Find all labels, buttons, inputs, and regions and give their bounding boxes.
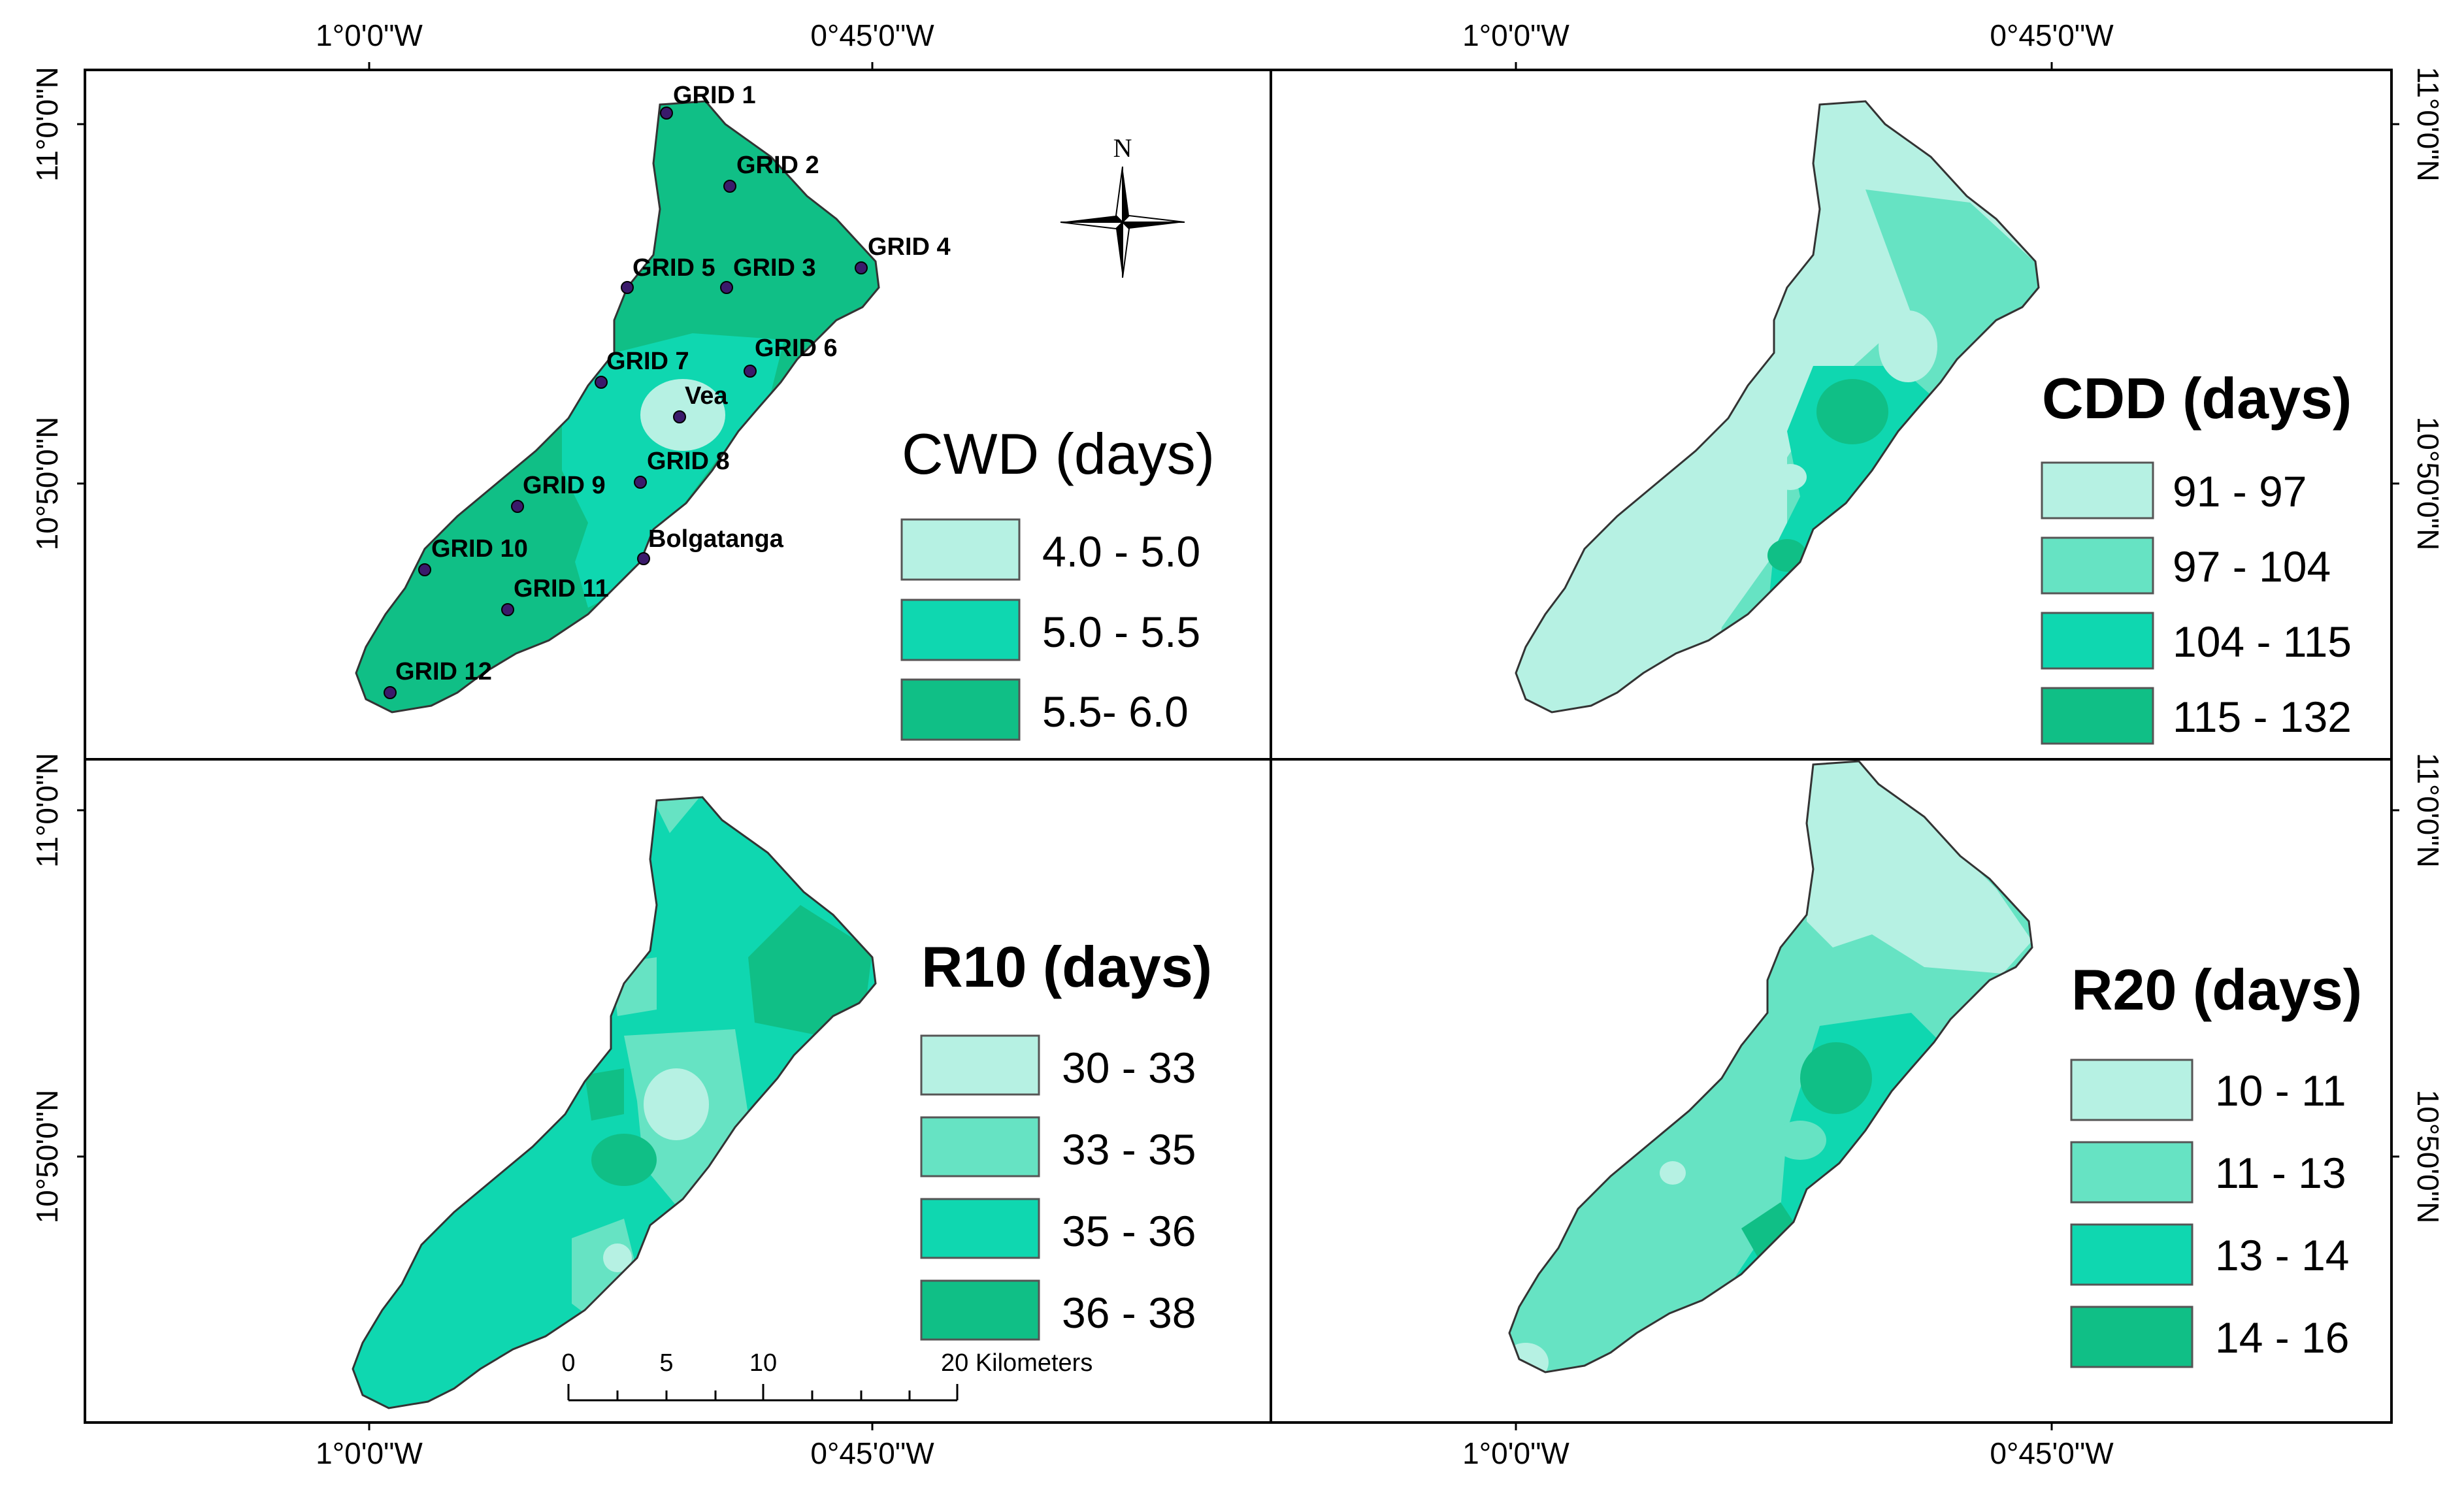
vea-label: Vea bbox=[685, 382, 728, 410]
grid-point-1 bbox=[660, 107, 673, 120]
legend-r20-swatch-2 bbox=[2070, 1141, 2193, 1204]
legend-cwd-swatch-3 bbox=[900, 678, 1021, 741]
scale-tick-0: 0 bbox=[561, 1349, 575, 1377]
grid-point-6 bbox=[744, 365, 757, 378]
coord-bottom-2: 0°45'0"W bbox=[810, 1436, 934, 1470]
grid-point-5 bbox=[621, 281, 634, 294]
grid-label-6: GRID 6 bbox=[755, 335, 838, 362]
grid-point-3 bbox=[720, 281, 733, 294]
grid-point-8 bbox=[634, 476, 647, 489]
legend-r20: R20 (days) 10 - 11 11 - 13 13 - 14 14 - … bbox=[2070, 957, 2362, 1368]
legend-cwd: CWD (days) 4.0 - 5.0 5.0 - 5.5 5.5- 6.0 bbox=[900, 421, 1215, 741]
north-arrow-icon: N bbox=[1060, 133, 1185, 278]
grid-point-7 bbox=[595, 376, 608, 389]
panel-r20-frame bbox=[1270, 758, 2393, 1424]
coord-left-1: 11°0'0"N bbox=[30, 67, 64, 182]
coord-top-4: 0°45'0"W bbox=[1990, 18, 2114, 52]
grid-label-5: GRID 5 bbox=[632, 254, 715, 282]
legend-cdd-swatch-4 bbox=[2041, 687, 2154, 745]
coord-left-3: 11°0'0"N bbox=[30, 753, 64, 868]
legend-cdd-title: CDD (days) bbox=[2042, 366, 2352, 431]
grid-label-3: GRID 3 bbox=[733, 254, 816, 282]
grid-label-10: GRID 10 bbox=[431, 535, 528, 563]
legend-cwd-swatch-2 bbox=[900, 599, 1021, 661]
bolgatanga-point bbox=[637, 552, 650, 565]
map-cwd bbox=[355, 100, 880, 714]
grid-point-4 bbox=[855, 261, 868, 274]
legend-r20-label-3: 13 - 14 bbox=[2215, 1231, 2349, 1279]
scale-bar: 0 5 10 20 Kilometers bbox=[561, 1349, 1092, 1402]
vea-point bbox=[673, 410, 686, 423]
coord-left-2: 10°50'0"N bbox=[30, 417, 64, 551]
legend-r20-swatch-4 bbox=[2070, 1306, 2193, 1368]
coord-top-1: 1°0'0"W bbox=[316, 18, 423, 52]
map-r10 bbox=[352, 796, 877, 1409]
legend-r10-label-1: 30 - 33 bbox=[1062, 1044, 1196, 1092]
bolgatanga-label: Bolgatanga bbox=[648, 525, 784, 553]
legend-r10: R10 (days) 30 - 33 33 - 35 35 - 36 36 - … bbox=[920, 934, 1212, 1341]
legend-cdd-swatch-2 bbox=[2041, 536, 2154, 595]
coord-bottom-1: 1°0'0"W bbox=[316, 1436, 423, 1470]
north-label: N bbox=[1113, 133, 1132, 163]
legend-r10-swatch-1 bbox=[920, 1034, 1040, 1096]
legend-cdd-label-1: 91 - 97 bbox=[2173, 467, 2307, 516]
coord-right-2: 10°50'0"N bbox=[2411, 417, 2445, 551]
legend-r20-label-4: 14 - 16 bbox=[2215, 1313, 2349, 1362]
legend-cdd-label-4: 115 - 132 bbox=[2173, 693, 2352, 741]
coord-right-1: 11°0'0"N bbox=[2411, 67, 2445, 182]
grid-label-4: GRID 4 bbox=[868, 233, 951, 261]
legend-r20-label-1: 10 - 11 bbox=[2215, 1066, 2346, 1115]
grid-label-11: GRID 11 bbox=[514, 575, 609, 602]
grid-label-1: GRID 1 bbox=[673, 82, 756, 109]
grid-label-8: GRID 8 bbox=[647, 448, 730, 475]
legend-cwd-label-3: 5.5- 6.0 bbox=[1042, 687, 1189, 736]
coord-left-4: 10°50'0"N bbox=[30, 1090, 64, 1224]
legend-r10-swatch-4 bbox=[920, 1279, 1040, 1341]
legend-r10-swatch-2 bbox=[920, 1116, 1040, 1177]
legend-cwd-title: CWD (days) bbox=[902, 421, 1215, 486]
legend-cwd-label-2: 5.0 - 5.5 bbox=[1042, 608, 1200, 656]
legend-cdd-swatch-1 bbox=[2041, 461, 2154, 519]
legend-cdd-label-3: 104 - 115 bbox=[2173, 617, 2352, 666]
coord-bottom-3: 1°0'0"W bbox=[1462, 1436, 1569, 1470]
coord-right-4: 10°50'0"N bbox=[2411, 1090, 2445, 1224]
legend-cwd-swatch-1 bbox=[900, 518, 1021, 581]
grid-point-10 bbox=[418, 563, 431, 576]
legend-r20-swatch-1 bbox=[2070, 1059, 2193, 1121]
grid-point-2 bbox=[723, 180, 736, 193]
legend-r20-swatch-3 bbox=[2070, 1223, 2193, 1286]
legend-cdd-label-2: 97 - 104 bbox=[2173, 542, 2331, 591]
scale-tick-20: 20 Kilometers bbox=[941, 1349, 1092, 1377]
grid-points: GRID 1 GRID 2 GRID 3 GRID 4 GRID 5 GRID … bbox=[384, 82, 951, 699]
coord-top-3: 1°0'0"W bbox=[1462, 18, 1569, 52]
map-cdd bbox=[1515, 100, 2040, 714]
legend-r10-label-2: 33 - 35 bbox=[1062, 1125, 1196, 1174]
grid-point-9 bbox=[511, 500, 524, 513]
scale-tick-10: 10 bbox=[749, 1349, 777, 1377]
grid-label-9: GRID 9 bbox=[523, 472, 606, 499]
legend-r10-label-3: 35 - 36 bbox=[1062, 1207, 1196, 1255]
legend-r20-label-2: 11 - 13 bbox=[2215, 1149, 2346, 1197]
legend-r20-title: R20 (days) bbox=[2071, 957, 2362, 1022]
coord-right-3: 11°0'0"N bbox=[2411, 753, 2445, 868]
legend-r10-label-4: 36 - 38 bbox=[1062, 1289, 1196, 1337]
scale-tick-5: 5 bbox=[659, 1349, 673, 1377]
coord-ticks bbox=[77, 62, 2399, 1430]
legend-cdd-swatch-3 bbox=[2041, 612, 2154, 670]
coord-top-2: 0°45'0"W bbox=[810, 18, 934, 52]
grid-point-12 bbox=[384, 686, 397, 699]
map-r20 bbox=[1508, 760, 2033, 1374]
legend-cdd: CDD (days) 91 - 97 97 - 104 104 - 115 11… bbox=[2041, 366, 2352, 745]
grid-point-11 bbox=[501, 603, 514, 616]
legend-r10-title: R10 (days) bbox=[921, 934, 1212, 999]
legend-cwd-label-1: 4.0 - 5.0 bbox=[1042, 527, 1200, 576]
coord-bottom-4: 0°45'0"W bbox=[1990, 1436, 2114, 1470]
legend-r10-swatch-3 bbox=[920, 1198, 1040, 1259]
grid-label-7: GRID 7 bbox=[606, 348, 689, 375]
grid-label-2: GRID 2 bbox=[736, 152, 819, 179]
grid-label-12: GRID 12 bbox=[395, 658, 492, 685]
